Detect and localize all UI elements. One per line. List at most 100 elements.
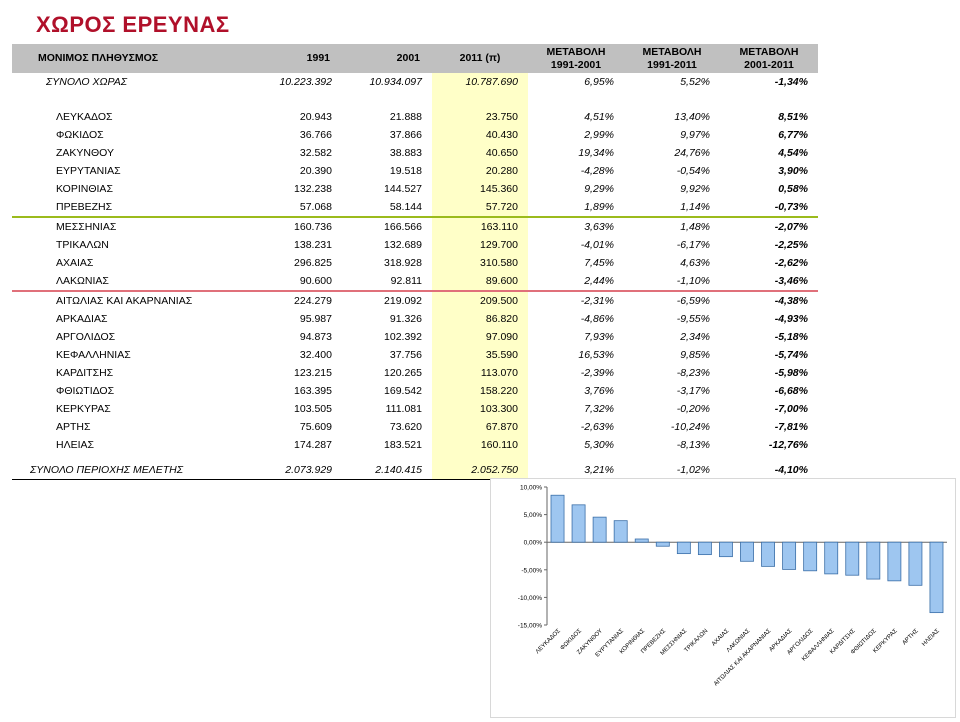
row-change-1: -2,39% [580,367,614,379]
row-name: ΑΡΤΗΣ [56,421,91,433]
table-row: ΗΛΕΙΑΣ 174.287 183.521 160.110 5,30% -8,13% -1… [12,436,818,454]
row-change-2: 1,14% [624,198,720,218]
row-change-1: 5,30% [584,439,614,451]
row-2001: 91.326 [389,313,422,325]
row-2001: 37.756 [389,349,422,361]
row-change-3: -0,73% [720,198,818,218]
row-1991: 94.873 [299,331,332,343]
bar-18 [908,541,923,586]
row-change-3: -12,76% [768,439,808,451]
row-change-1: 7,93% [584,331,614,343]
row-name: ΑΧΑΙΑΣ [56,257,94,269]
row-change-3: -5,18% [774,331,808,343]
row-change-3: 6,77% [778,129,808,141]
row-1991: 20.943 [299,111,332,123]
row-2001: 102.392 [384,331,422,343]
header-2011: 2011 (π) [432,44,528,73]
header-change-1991-2001: ΜΕΤΑΒΟΛΗ 1991-2001 [528,44,624,73]
spacer-row [12,91,818,108]
row-2011: 57.720 [432,198,528,218]
row-change-1: 2,44% [528,272,624,292]
x-tick-label: ΛΕΥΚΑΔΟΣ [535,628,562,655]
row-1991: 57.068 [252,198,342,218]
row-change-1: 7,45% [584,257,614,269]
row-change-1: -4,86% [580,313,614,325]
row-name: ΛΕΥΚΑΔΟΣ [56,111,113,123]
header-change-period: 1991-2001 [550,58,602,71]
row-2011: 67.870 [432,418,528,436]
row-2011: 145.360 [432,180,528,198]
row-2011: 20.280 [432,162,528,180]
row-name: ΦΩΚΙΔΟΣ [56,129,104,141]
row-change-2: 13,40% [674,111,710,123]
row-1991: 174.287 [294,439,332,451]
row-1991: 32.582 [299,147,332,159]
table-row: ΚΑΡΔΙΤΣΗΣ 123.215 120.265 113.070 -2,39% -8,2… [12,364,818,382]
row-2001: 73.620 [389,421,422,433]
row-name: ΤΡΙΚΑΛΩΝ [56,239,109,251]
row-change-1: -4,01% [580,239,614,251]
table-row: ΕΥΡΥΤΑΝΙΑΣ 20.390 19.518 20.280 -4,28% -0,54%… [12,162,818,180]
row-2001: 58.144 [342,198,432,218]
region-total-row: ΣΥΝΟΛΟ ΠΕΡΙΟΧΗΣ ΜΕΛΕΤΗΣ 2.073.929 2.140.41… [12,461,818,480]
row-2001: 166.566 [384,221,422,233]
row-change-3: 3,90% [778,165,808,177]
row-change-2: -8,13% [676,439,710,451]
row-2001: 19.518 [389,165,422,177]
table-row: ΑΙΤΩΛΙΑΣ ΚΑΙ ΑΚΑΡΝΑΝΙΑΣ 224.279 219.092 209… [12,291,818,310]
row-change-2: -0,20% [676,403,710,415]
row-2011: 209.500 [432,291,528,310]
row-change-3: -3,46% [720,272,818,292]
row-name: ΖΑΚΥΝΘΟΥ [56,147,115,159]
bar-1 [550,494,565,543]
row-1991: 95.987 [299,313,332,325]
row-change-3: 0,58% [778,183,808,195]
row-change-2: -1,02% [624,461,720,480]
bar-9 [719,541,733,558]
row-change-1: 4,51% [584,111,614,123]
row-2011: 103.300 [432,400,528,418]
row-2011: 40.650 [432,144,528,162]
bar-8 [697,541,712,556]
row-change-1: 19,34% [578,147,614,159]
table-row: ΦΩΚΙΔΟΣ 36.766 37.866 40.430 2,99% 9,97% 6,77% [12,126,818,144]
header-change-period: 2001-2011 [744,58,794,71]
row-name: ΣΥΝΟΛΟ ΠΕΡΙΟΧΗΣ ΜΕΛΕΤΗΣ [12,461,252,480]
header-change-label: ΜΕΤΑΒΟΛΗ [546,45,606,58]
bar-7 [676,541,691,555]
row-name: ΕΥΡΥΤΑΝΙΑΣ [56,165,121,177]
x-tick-label: ΑΡΤΗΣ [902,628,920,646]
row-change-3: -2,25% [774,239,808,251]
row-1991: 20.390 [299,165,332,177]
row-name: ΑΡΚΑΔΙΑΣ [56,313,108,325]
row-change-1: 16,53% [578,349,614,361]
bar-13 [803,541,818,572]
row-change-1: -2,63% [580,421,614,433]
bar-6 [655,541,670,547]
page-title: ΧΩΡΟΣ ΕΡΕΥΝΑΣ [36,12,230,37]
row-change-3: -1,34% [774,76,808,88]
row-change-3: 8,51% [778,111,808,123]
row-name: ΗΛΕΙΑΣ [56,439,95,451]
row-change-3: -5,98% [774,367,808,379]
row-2001: 318.928 [384,257,422,269]
row-name: ΚΟΡΙΝΘΙΑΣ [56,183,113,195]
bar-5 [634,538,649,543]
y-tick-label: -5,00% [521,567,542,574]
row-change-2: 1,48% [680,221,710,233]
header-change-1991-2011: ΜΕΤΑΒΟΛΗ 1991-2011 [624,44,720,73]
table-row: ΑΡΓΟΛΙΔΟΣ 94.873 102.392 97.090 7,93% 2,34% -5… [12,328,818,346]
row-change-1: 6,95% [584,76,614,88]
table-row: ΦΘΙΩΤΙΔΟΣ 163.395 169.542 158.220 3,76% -3,17… [12,382,818,400]
row-1991: 160.736 [294,221,332,233]
row-change-3: -5,74% [774,349,808,361]
spacer-row [12,454,818,461]
row-change-1: 1,89% [528,198,624,218]
row-2011: 23.750 [432,108,528,126]
table-row: ΑΡΤΗΣ 75.609 73.620 67.870 -2,63% -10,24% -7,8… [12,418,818,436]
table-row: ΚΕΦΑΛΛΗΝΙΑΣ 32.400 37.756 35.590 16,53% 9,85%… [12,346,818,364]
row-name: ΠΡΕΒΕΖΗΣ [12,198,252,218]
row-name: ΜΕΣΣΗΝΙΑΣ [56,221,117,233]
header-change-period: 1991-2011 [647,58,697,71]
bar-12 [782,541,797,570]
